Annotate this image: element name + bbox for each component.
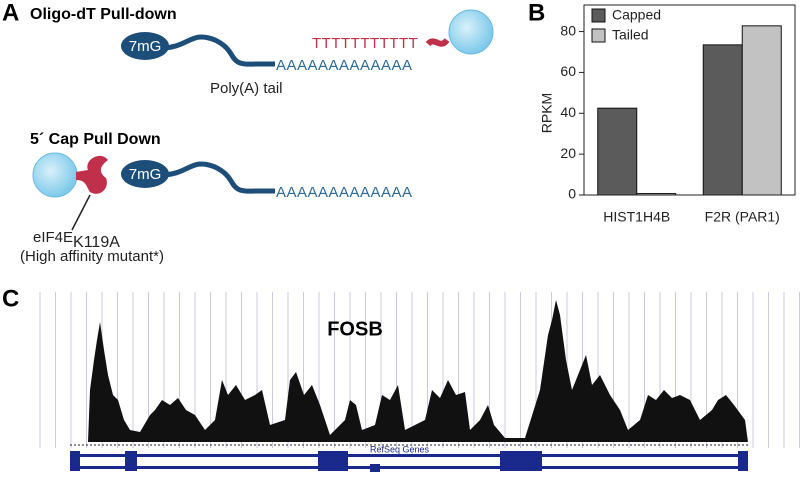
- pointer: [71, 194, 91, 231]
- protein-note: (High affinity mutant*): [20, 248, 164, 265]
- coverage-track: [70, 300, 748, 442]
- gene-models: [70, 451, 748, 472]
- linker: [425, 37, 450, 47]
- track-label: RefSeq Genes: [370, 444, 430, 454]
- y-tick-label: 40: [560, 104, 576, 120]
- protein-name: eIF4E: [33, 229, 73, 246]
- legend-swatch: [591, 8, 606, 23]
- cap-oval: [121, 32, 169, 60]
- bar-chart: 0 20 40 60 80 RPKM HIST1H4B F2R (PAR1) Capped Tai…: [539, 4, 796, 225]
- y-tick-label: 0: [568, 186, 576, 202]
- panel-title: 5´ Cap Pull Down: [30, 131, 161, 148]
- y-axis-label: RPKM: [539, 93, 555, 133]
- y-tick-label: 60: [560, 63, 576, 79]
- poly-a: AAAAAAAAAAAAA: [276, 184, 413, 201]
- cap-label: 7mG: [129, 38, 162, 55]
- bead: [448, 9, 494, 55]
- poly-a: AAAAAAAAAAAAA: [276, 57, 413, 74]
- rna-strand: [159, 34, 275, 67]
- bar: [741, 25, 782, 196]
- cap-label: 7mG: [129, 166, 162, 183]
- bar: [702, 44, 743, 196]
- gene-name: FOSB: [327, 318, 383, 340]
- protein-mutation: K119A: [73, 234, 120, 251]
- oligo-dt: TTTTTTTTTTT: [312, 35, 418, 52]
- legend-swatch: [591, 28, 606, 43]
- plot-frame: [583, 4, 796, 196]
- tail-label: Poly(A) tail: [210, 80, 283, 97]
- legend-label: Tailed: [612, 27, 649, 43]
- protein-label: eIF4EK119A: [33, 229, 120, 251]
- panel-label: C: [2, 285, 19, 312]
- legend-label: Capped: [612, 7, 661, 23]
- panel-title: Oligo-dT Pull-down: [30, 6, 177, 23]
- x-tick-label: F2R (PAR1): [705, 209, 780, 225]
- x-tick-label: HIST1H4B: [603, 209, 670, 225]
- y-tick-label: 80: [560, 22, 576, 38]
- panel-label: B: [528, 0, 545, 26]
- rna-strand: [159, 161, 275, 194]
- cap-oval: [121, 160, 169, 188]
- panel-label: A: [2, 0, 19, 26]
- bead: [32, 152, 78, 198]
- bar: [597, 107, 638, 196]
- eif4e-protein: [76, 155, 108, 194]
- y-tick-label: 20: [560, 145, 576, 161]
